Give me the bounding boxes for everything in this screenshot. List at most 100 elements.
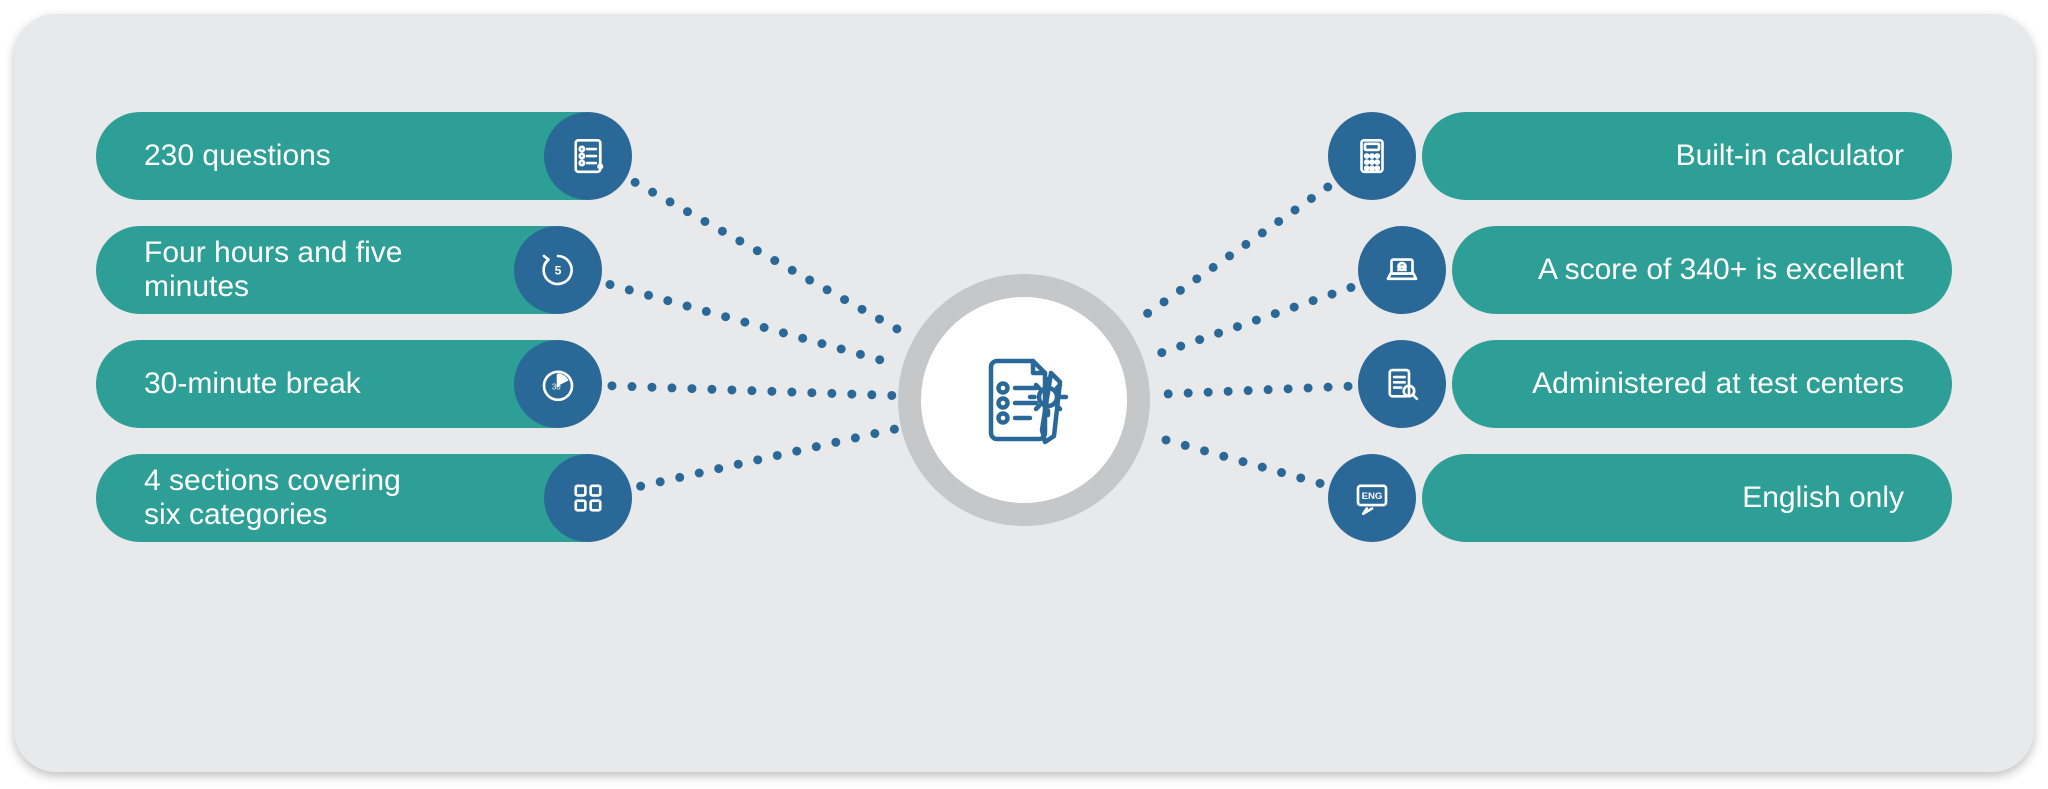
svg-text:5: 5 — [555, 263, 562, 277]
connector-dot — [1316, 479, 1325, 488]
connector-dot — [851, 433, 860, 442]
connector-dot — [663, 296, 672, 305]
connector-dot — [807, 388, 816, 397]
connector-dot — [1225, 251, 1234, 260]
left-node-2: 30 — [514, 340, 602, 428]
right-node-1 — [1358, 226, 1446, 314]
checklist-icon — [567, 135, 609, 177]
connector-dot — [890, 425, 899, 434]
connector-dot — [1258, 228, 1267, 237]
connector-dot — [1344, 382, 1353, 391]
connector-dot — [1271, 309, 1280, 318]
connector-dot — [767, 387, 776, 396]
connector-dot — [607, 381, 616, 390]
connector-dot — [875, 315, 884, 324]
connector-dot — [1307, 194, 1316, 203]
connector-dot — [1204, 388, 1213, 397]
connector-dot — [1176, 342, 1185, 351]
document-gear-pen-icon — [976, 352, 1072, 448]
infographic-card: 230 questionsFour hours and fiveminutes5… — [14, 14, 2034, 772]
connector-dot — [1233, 322, 1242, 331]
connector-dot — [721, 312, 730, 321]
connector-dot — [1164, 389, 1173, 398]
right-node-3: ENG — [1328, 454, 1416, 542]
connector-dot — [1324, 383, 1333, 392]
grid-icon — [567, 477, 609, 519]
connector-dot — [1274, 217, 1283, 226]
connector-dot — [667, 383, 676, 392]
svg-text:ENG: ENG — [1362, 491, 1383, 502]
connector-dot — [714, 464, 723, 473]
connector-dot — [627, 382, 636, 391]
connector-dot — [747, 386, 756, 395]
connector-dot — [1160, 297, 1169, 306]
center-circle — [921, 297, 1127, 503]
connector-dot — [847, 390, 856, 399]
connector-dot — [1224, 387, 1233, 396]
calculator-icon — [1351, 135, 1393, 177]
connector-dot — [1346, 283, 1355, 292]
connector-dot — [1184, 389, 1193, 398]
right-node-0 — [1328, 112, 1416, 200]
connector-dot — [753, 455, 762, 464]
connector-dot — [687, 384, 696, 393]
connector-dot — [740, 318, 749, 327]
eng-icon: ENG — [1351, 477, 1393, 519]
connector-dot — [675, 473, 684, 482]
connector-dot — [625, 285, 634, 294]
connector-dot — [735, 236, 744, 245]
connector-dot — [753, 246, 762, 255]
left-node-0 — [544, 112, 632, 200]
connector-dot — [817, 339, 826, 348]
connector-dot — [702, 307, 711, 316]
laptop-icon — [1381, 249, 1423, 291]
left-pill-label-3: 4 sections coveringsix categories — [144, 464, 401, 533]
connector-dot — [1296, 473, 1305, 482]
clock5-icon: 5 — [537, 249, 579, 291]
connector-dot — [1239, 457, 1248, 466]
connector-dot — [788, 266, 797, 275]
connector-dot — [727, 385, 736, 394]
connector-dot — [1328, 290, 1337, 299]
right-node-2 — [1358, 340, 1446, 428]
right-pill-label-3: English only — [1742, 481, 1904, 516]
connector-dot — [867, 390, 876, 399]
center-ring — [898, 274, 1150, 526]
left-node-3 — [544, 454, 632, 542]
connector-dot — [760, 323, 769, 332]
connector-dot — [683, 207, 692, 216]
connector-dot — [700, 217, 709, 226]
connector-dot — [1192, 274, 1201, 283]
connector-dot — [644, 291, 653, 300]
connector-dot — [1143, 309, 1152, 318]
right-pill-2: Administered at test centers — [1452, 340, 1952, 428]
connector-dot — [792, 447, 801, 456]
connector-dot — [707, 385, 716, 394]
right-pill-3: English only — [1422, 454, 1952, 542]
connector-dot — [1309, 296, 1318, 305]
svg-text:30: 30 — [552, 382, 561, 391]
connector-dot — [1323, 183, 1332, 192]
right-pill-0: Built-in calculator — [1422, 112, 1952, 200]
connector-dot — [1252, 316, 1261, 325]
connector-dot — [1264, 385, 1273, 394]
connector-dot — [875, 355, 884, 364]
connector-dot — [631, 178, 640, 187]
right-pill-1: A score of 340+ is excellent — [1452, 226, 1952, 314]
connector-dot — [827, 389, 836, 398]
connector-dot — [1214, 329, 1223, 338]
connector-dot — [1176, 286, 1185, 295]
connector-dot — [858, 305, 867, 314]
connector-dot — [1304, 383, 1313, 392]
connector-dot — [1181, 441, 1190, 450]
connector-dot — [656, 477, 665, 486]
connector-dot — [787, 388, 796, 397]
connector-dot — [831, 438, 840, 447]
connector-dot — [1284, 384, 1293, 393]
connector-dot — [773, 451, 782, 460]
connector-dot — [1290, 303, 1299, 312]
connector-dot — [1277, 468, 1286, 477]
connector-dot — [837, 345, 846, 354]
timer-icon: 30 — [537, 363, 579, 405]
connector-dot — [823, 285, 832, 294]
